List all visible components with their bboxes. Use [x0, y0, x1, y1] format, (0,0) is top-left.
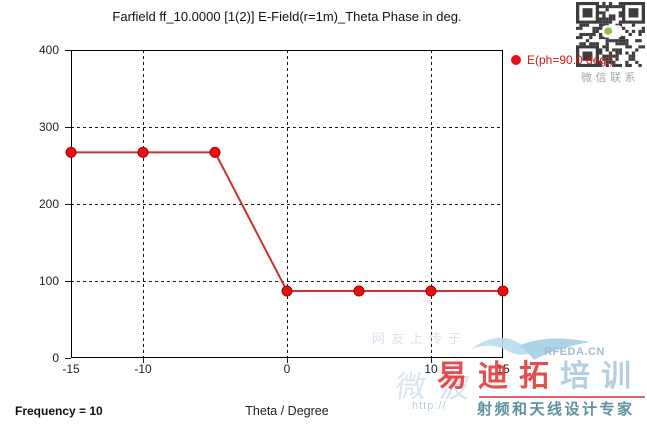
x-tick-label: 10: [424, 362, 438, 376]
x-tick-label: 15: [496, 362, 510, 376]
legend-label: E(ph=90.0 deg.): [527, 53, 614, 67]
legend-marker-icon: [511, 55, 521, 65]
plot-area: [65, 50, 509, 363]
chart-title: Farfield ff_10.0000 [1(2)] E-Field(r=1m)…: [112, 9, 462, 24]
data-point-marker: [65, 146, 77, 158]
frequency-label: Frequency = 10: [15, 404, 103, 418]
x-axis-title: Theta / Degree: [245, 404, 329, 418]
data-point-marker: [425, 285, 437, 297]
x-tick-label: -10: [134, 362, 152, 376]
data-point-marker: [497, 285, 509, 297]
rfeda-site-watermark: RFEDA.CN: [544, 346, 605, 358]
y-tick-label: 400: [38, 43, 59, 57]
y-tick-label: 200: [38, 197, 59, 211]
series-line: [71, 151, 503, 293]
data-point-marker: [353, 285, 365, 297]
y-axis-tick-labels: 0 100 200 300 400: [0, 43, 65, 365]
x-tick-label: -15: [62, 362, 80, 376]
x-tick-label: 0: [283, 362, 291, 376]
y-tick-label: 0: [52, 351, 59, 365]
y-tick-label: 100: [38, 274, 59, 288]
data-point-marker: [209, 146, 221, 158]
plot-border: [71, 50, 503, 358]
data-point-marker: [281, 285, 293, 297]
brand-underline: [479, 396, 645, 398]
y-tick-label: 300: [38, 120, 59, 134]
brand-name-blue: 培训: [560, 360, 642, 393]
x-axis-tick-labels: -15 -10 0 10 15: [62, 360, 509, 378]
plot-canvas: [65, 50, 509, 363]
qr-code: [576, 2, 645, 67]
wechat-contact-label: 微信联系: [581, 72, 639, 84]
data-point-marker: [137, 146, 149, 158]
legend: E(ph=90.0 deg.): [511, 53, 613, 67]
